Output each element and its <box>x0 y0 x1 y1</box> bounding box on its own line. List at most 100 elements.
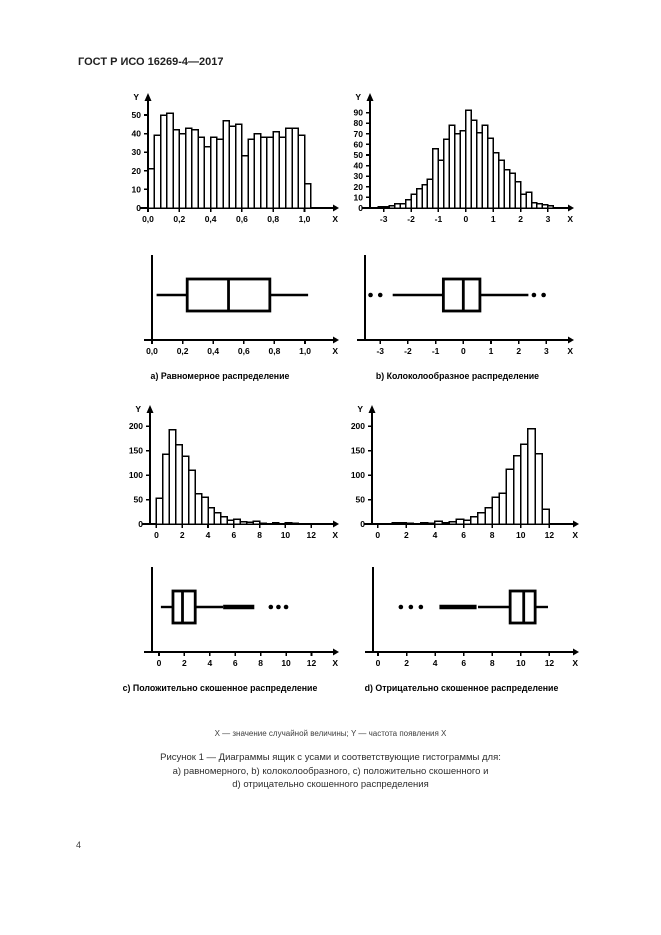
svg-text:0: 0 <box>154 530 159 540</box>
svg-text:X: X <box>332 346 338 356</box>
svg-text:0: 0 <box>461 346 466 356</box>
svg-text:-1: -1 <box>435 214 443 224</box>
svg-text:30: 30 <box>354 171 364 181</box>
svg-text:Y: Y <box>355 92 361 102</box>
svg-text:Y: Y <box>357 404 363 414</box>
svg-text:-1: -1 <box>432 346 440 356</box>
boxplot-positively-skewed: 0 2 4 6 8 10 12 X <box>144 567 339 668</box>
svg-text:0,4: 0,4 <box>205 214 217 224</box>
svg-text:0: 0 <box>376 658 381 668</box>
svg-text:8: 8 <box>490 530 495 540</box>
figure-footnote: X — значение случайной величины; Y — час… <box>214 729 447 738</box>
svg-text:0: 0 <box>360 519 365 529</box>
svg-text:1: 1 <box>491 214 496 224</box>
svg-text:50: 50 <box>132 110 142 120</box>
svg-text:150: 150 <box>351 446 365 456</box>
svg-text:8: 8 <box>490 658 495 668</box>
svg-text:-3: -3 <box>380 214 388 224</box>
panel-label-d: d) Отрицательно скошенное распределение <box>364 683 559 693</box>
svg-text:2: 2 <box>518 214 523 224</box>
svg-text:0: 0 <box>138 519 143 529</box>
svg-text:100: 100 <box>351 470 365 480</box>
svg-text:80: 80 <box>354 118 364 128</box>
svg-text:50: 50 <box>134 495 144 505</box>
svg-text:-3: -3 <box>376 346 384 356</box>
svg-text:6: 6 <box>233 658 238 668</box>
svg-text:X: X <box>567 346 573 356</box>
svg-text:8: 8 <box>258 658 263 668</box>
svg-text:150: 150 <box>129 446 143 456</box>
svg-text:X: X <box>567 214 573 224</box>
svg-text:6: 6 <box>231 530 236 540</box>
svg-text:200: 200 <box>129 421 143 431</box>
svg-text:90: 90 <box>354 108 364 118</box>
svg-text:0,6: 0,6 <box>238 346 250 356</box>
svg-text:X: X <box>332 214 338 224</box>
svg-text:0: 0 <box>375 530 380 540</box>
svg-text:20: 20 <box>354 182 364 192</box>
svg-text:50: 50 <box>354 150 364 160</box>
svg-text:2: 2 <box>182 658 187 668</box>
svg-text:4: 4 <box>206 530 211 540</box>
svg-text:0,2: 0,2 <box>177 346 189 356</box>
svg-text:10: 10 <box>516 658 526 668</box>
caption-line-1: Рисунок 1 — Диаграммы ящик с усами и соо… <box>160 752 501 763</box>
svg-text:0: 0 <box>157 658 162 668</box>
caption-line-3: d) отрицательно скошенного распределения <box>232 779 429 790</box>
svg-text:4: 4 <box>433 658 438 668</box>
svg-text:1: 1 <box>489 346 494 356</box>
svg-text:0,0: 0,0 <box>146 346 158 356</box>
svg-text:Y: Y <box>135 404 141 414</box>
svg-text:X: X <box>572 658 578 668</box>
histogram-uniform: 0,0 0,2 0,4 0,6 0,8 1,0 X Y 0 10 20 30 40 50 <box>132 92 339 224</box>
panel-label-b: b) Колоколообразное распределение <box>375 371 540 381</box>
boxplot-bell-shaped: -3 -2 -1 0 1 2 3 X <box>357 255 574 356</box>
svg-text:100: 100 <box>129 470 143 480</box>
svg-text:12: 12 <box>306 530 316 540</box>
caption-line-2: a) равномерного, b) колоколообразного, c… <box>172 765 489 777</box>
svg-text:3: 3 <box>546 214 551 224</box>
document-header: ГОСТ Р ИСО 16269-4—2017 <box>78 56 224 68</box>
svg-text:X: X <box>332 530 338 540</box>
svg-text:0,8: 0,8 <box>269 346 281 356</box>
svg-text:0,4: 0,4 <box>207 346 219 356</box>
svg-text:3: 3 <box>544 346 549 356</box>
panel-label-a: a) Равномерное распределение <box>150 371 290 381</box>
svg-text:10: 10 <box>516 530 526 540</box>
svg-text:10: 10 <box>354 192 364 202</box>
histogram-negatively-skewed: 0 2 4 6 8 10 12 X Y 0 50 100 150 200 <box>351 404 579 540</box>
svg-text:2: 2 <box>516 346 521 356</box>
svg-text:10: 10 <box>132 184 142 194</box>
svg-text:12: 12 <box>307 658 317 668</box>
svg-text:50: 50 <box>356 495 366 505</box>
svg-text:70: 70 <box>354 129 364 139</box>
svg-text:60: 60 <box>354 139 364 149</box>
svg-text:6: 6 <box>461 658 466 668</box>
svg-text:Y: Y <box>133 92 139 102</box>
svg-text:-2: -2 <box>404 346 412 356</box>
svg-text:0,2: 0,2 <box>173 214 185 224</box>
svg-text:0: 0 <box>463 214 468 224</box>
page-number: 4 <box>76 840 82 850</box>
svg-text:0: 0 <box>136 203 141 213</box>
svg-text:-2: -2 <box>407 214 415 224</box>
svg-text:0,0: 0,0 <box>142 214 154 224</box>
svg-text:X: X <box>572 530 578 540</box>
figure-caption: Рисунок 1 — Диаграммы ящик с усами и соо… <box>0 751 661 792</box>
svg-text:200: 200 <box>351 421 365 431</box>
svg-text:10: 10 <box>281 530 291 540</box>
svg-text:X: X <box>332 658 338 668</box>
svg-text:1,0: 1,0 <box>299 346 311 356</box>
svg-text:6: 6 <box>461 530 466 540</box>
svg-text:8: 8 <box>257 530 262 540</box>
histogram-positively-skewed: 0 2 4 6 8 10 12 X Y 0 50 100 150 200 <box>129 404 339 540</box>
svg-text:4: 4 <box>433 530 438 540</box>
svg-text:2: 2 <box>180 530 185 540</box>
boxplot-uniform: 0,0 0,2 0,4 0,6 0,8 1,0 X <box>144 255 339 356</box>
svg-text:20: 20 <box>132 166 142 176</box>
svg-text:12: 12 <box>545 658 555 668</box>
svg-text:4: 4 <box>207 658 212 668</box>
svg-text:40: 40 <box>132 129 142 139</box>
